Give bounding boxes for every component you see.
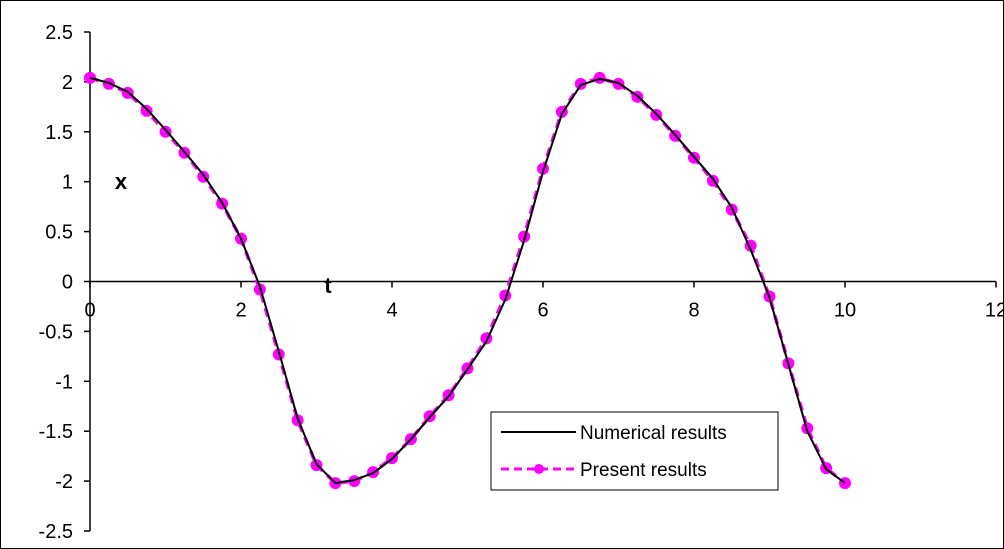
- x-tick-label: 0: [84, 300, 95, 322]
- y-tick-label: -1.5: [39, 421, 73, 443]
- y-axis-title: x: [115, 169, 128, 194]
- series-layer: [84, 71, 851, 490]
- y-tick-label: 2.5: [45, 22, 73, 44]
- x-tick-label: 8: [688, 300, 699, 322]
- legend-present-label: Present results: [580, 460, 707, 481]
- legend-present-marker: [534, 464, 544, 474]
- x-tick-label: 6: [537, 300, 548, 322]
- y-tick-label: 1.5: [45, 122, 73, 144]
- legend: Numerical results Present results: [490, 411, 779, 491]
- y-tick-label: -2: [55, 471, 73, 493]
- x-tick-label: 10: [834, 300, 856, 322]
- y-tick-label: 2: [62, 72, 73, 94]
- present-results-point: [518, 230, 531, 243]
- y-tick-label: 0: [62, 272, 73, 294]
- present-results-point: [140, 104, 153, 117]
- x-tick-label: 2: [235, 300, 246, 322]
- x-tick-label: 4: [386, 300, 397, 322]
- axes: 2.5 2 1.5 1 0.5 0 -0.5 -1 -1.5 -2 -2.5 0 2 4 6 8 10 12: [39, 22, 1004, 543]
- y-tick-label: 1: [62, 172, 73, 194]
- legend-box: [490, 411, 779, 491]
- x-axis-title: t: [324, 273, 332, 298]
- x-tick-label: 12: [985, 300, 1004, 322]
- series-line-numerical-results: [89, 76, 846, 485]
- y-tick-label: 0.5: [45, 222, 73, 244]
- y-tick-label: -1: [55, 371, 73, 393]
- legend-numerical-label: Numerical results: [580, 423, 727, 444]
- y-tick-label: -0.5: [39, 321, 73, 343]
- y-tick-label: -2.5: [39, 521, 73, 543]
